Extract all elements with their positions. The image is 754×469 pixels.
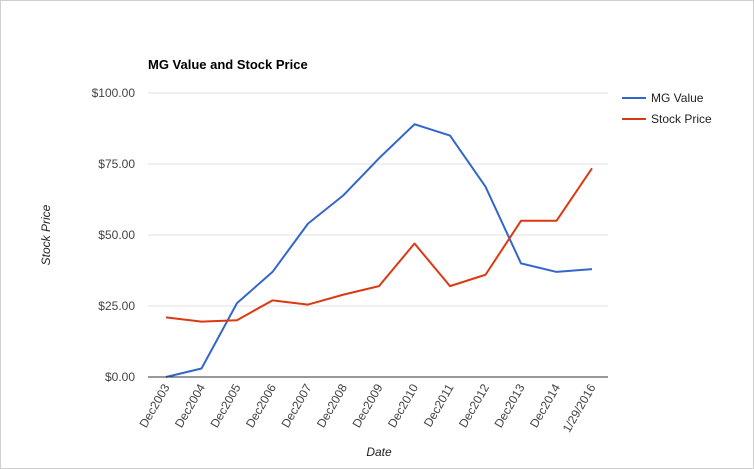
y-tick-label: $50.00 bbox=[98, 228, 135, 242]
chart-title: MG Value and Stock Price bbox=[148, 57, 308, 72]
y-tick-label: $75.00 bbox=[98, 157, 135, 171]
y-tick-label: $0.00 bbox=[105, 370, 135, 384]
series-line-stock-price bbox=[165, 167, 593, 323]
x-tick-label: Dec2012 bbox=[456, 381, 492, 430]
legend-label: Stock Price bbox=[651, 112, 712, 126]
x-axis-tick-labels: Dec2003 Dec2004 Dec2005 Dec2006 Dec2007 Dec20… bbox=[136, 381, 598, 435]
x-tick-label: Dec2005 bbox=[207, 381, 243, 430]
y-axis-title: Stock Price bbox=[39, 204, 53, 265]
legend: MG Value Stock Price bbox=[622, 91, 712, 126]
x-tick-label: Dec2003 bbox=[136, 381, 172, 430]
series-lines bbox=[165, 123, 593, 378]
x-tick-label: Dec2009 bbox=[349, 381, 385, 430]
legend-label: MG Value bbox=[651, 91, 704, 105]
x-tick-label: Dec2010 bbox=[385, 381, 421, 430]
y-axis-tick-labels: $0.00 $25.00 $50.00 $75.00 $100.00 bbox=[92, 86, 136, 384]
x-tick-label: Dec2004 bbox=[172, 381, 208, 430]
x-tick-label: Dec2008 bbox=[314, 381, 350, 430]
y-tick-label: $25.00 bbox=[98, 299, 135, 313]
x-tick-label: Dec2014 bbox=[527, 381, 563, 430]
x-axis-title: Date bbox=[366, 445, 392, 459]
x-tick-label: Dec2013 bbox=[491, 381, 527, 430]
x-tick-label: Dec2011 bbox=[421, 381, 457, 429]
x-tick-label: Dec2007 bbox=[278, 381, 314, 430]
x-tick-label: 1/29/2016 bbox=[560, 381, 599, 435]
gridlines bbox=[148, 92, 608, 307]
y-tick-label: $100.00 bbox=[92, 86, 136, 100]
x-tick-label: Dec2006 bbox=[243, 381, 279, 430]
series-line-mg-value bbox=[165, 123, 593, 378]
